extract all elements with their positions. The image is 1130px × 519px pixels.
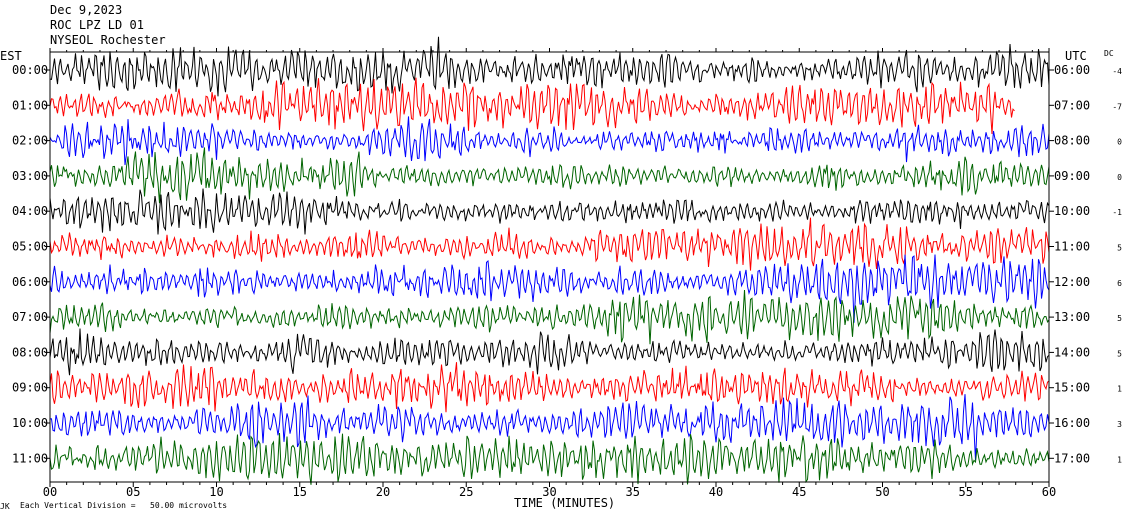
x-tick-label: 10 (209, 485, 223, 499)
right-timezone: UTC (1065, 49, 1087, 63)
est-label: 08:00 (12, 345, 48, 359)
trace-row-0100 (49, 77, 1015, 135)
est-label: 09:00 (12, 381, 48, 395)
axis-labels: 00:00 06:00 -4 01:00 07:00 -7 02:00 08:00 0 03:00… (12, 63, 1122, 499)
x-tick-label: 45 (792, 485, 806, 499)
trace-row-0400 (49, 188, 1050, 235)
corner-mark: JK (0, 502, 10, 511)
trace-group (49, 36, 1050, 485)
est-label: 04:00 (12, 204, 48, 218)
x-tick-label: 20 (376, 485, 390, 499)
utc-label: 14:00 (1054, 345, 1090, 359)
trace-row-0600 (49, 254, 1050, 323)
x-tick-label: 40 (709, 485, 723, 499)
utc-label: 17:00 (1054, 451, 1090, 465)
est-label: 05:00 (12, 240, 48, 254)
dc-value: 1 (1117, 455, 1122, 464)
utc-label: 06:00 (1054, 63, 1090, 77)
dc-value: 5 (1117, 349, 1122, 358)
utc-label: 09:00 (1054, 169, 1090, 183)
station-code: ROC LPZ LD 01 (50, 18, 144, 32)
utc-label: 15:00 (1054, 381, 1090, 395)
utc-label: 13:00 (1054, 310, 1090, 324)
trace-row-0800 (49, 328, 1050, 376)
x-tick-label: 25 (459, 485, 473, 499)
trace-row-0500 (49, 217, 1050, 271)
dc-header: DC (1104, 49, 1114, 58)
dc-value: 0 (1117, 173, 1122, 182)
x-tick-label: 60 (1042, 485, 1056, 499)
utc-label: 10:00 (1054, 204, 1090, 218)
est-label: 01:00 (12, 98, 48, 112)
utc-label: 12:00 (1054, 275, 1090, 289)
dc-value: 0 (1117, 138, 1122, 147)
trace-row-0200 (49, 116, 1050, 166)
trace-row-0900 (49, 362, 1050, 413)
trace-row-0000 (49, 36, 1050, 97)
left-timezone: EST (0, 49, 22, 63)
est-label: 03:00 (12, 169, 48, 183)
x-tick-label: 00 (43, 485, 57, 499)
scale-note: Each Vertical Division = 50.00 microvolt… (20, 501, 228, 510)
x-axis-label: TIME (MINUTES) (514, 496, 616, 510)
x-tick-label: 55 (959, 485, 973, 499)
dc-value: 5 (1117, 314, 1122, 323)
utc-label: 07:00 (1054, 98, 1090, 112)
trace-row-1000 (49, 394, 1050, 461)
dc-value: 1 (1117, 385, 1122, 394)
trace-row-0300 (49, 147, 1050, 204)
est-label: 06:00 (12, 275, 48, 289)
est-label: 11:00 (12, 451, 48, 465)
dc-value: -4 (1112, 67, 1122, 76)
trace-row-0700 (49, 289, 1050, 345)
network-name: NYSEOL Rochester (50, 33, 166, 47)
utc-label: 16:00 (1054, 416, 1090, 430)
x-tick-label: 05 (126, 485, 140, 499)
est-label: 00:00 (12, 63, 48, 77)
x-tick-label: 35 (626, 485, 640, 499)
trace-row-1100 (49, 432, 1050, 485)
dc-value: -7 (1112, 102, 1122, 111)
est-label: 02:00 (12, 134, 48, 148)
plot-date: Dec 9,2023 (50, 3, 123, 17)
plot-frame (45, 48, 1054, 487)
utc-label: 11:00 (1054, 240, 1090, 254)
dc-value: 3 (1117, 420, 1122, 429)
utc-label: 08:00 (1054, 134, 1090, 148)
dc-value: 5 (1117, 244, 1122, 253)
dc-value: -1 (1112, 208, 1122, 217)
x-tick-label: 50 (875, 485, 889, 499)
dc-value: 6 (1117, 279, 1122, 288)
est-label: 07:00 (12, 310, 48, 324)
x-tick-label: 15 (293, 485, 307, 499)
plot-border (49, 51, 1050, 483)
x-tick-label: 30 (542, 485, 556, 499)
est-label: 10:00 (12, 416, 48, 430)
